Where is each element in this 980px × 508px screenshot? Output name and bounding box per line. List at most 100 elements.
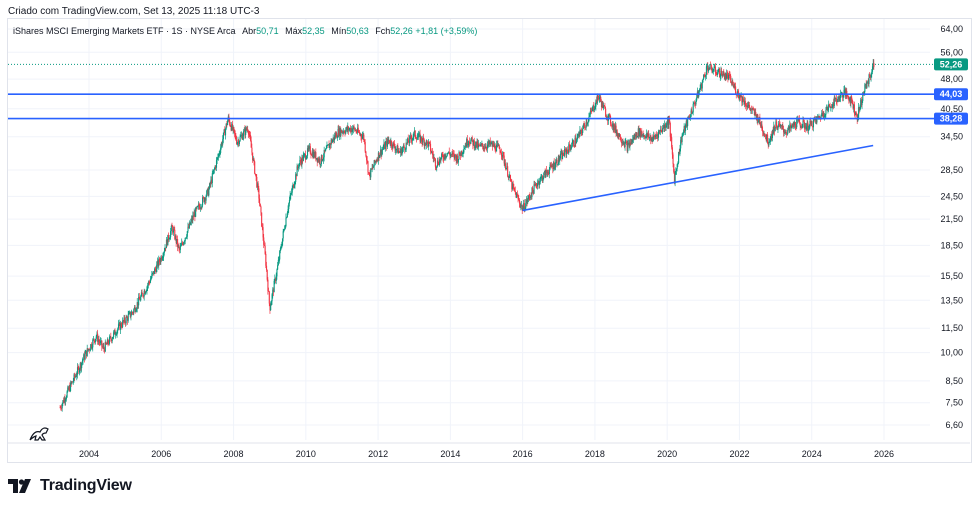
candle-body [465,145,467,147]
candle-body [491,142,493,147]
candle-body [338,127,341,136]
candle-body [464,147,466,150]
candle-body [129,311,131,313]
candle-body [833,97,835,107]
x-tick-label: 2018 [585,449,605,459]
horizontal-line-tag [934,88,968,101]
candle-body [626,143,628,152]
candle-body [158,258,161,262]
candle-body [392,142,394,149]
candle-body [824,115,826,117]
candle-body [807,122,809,131]
candle-body [436,160,439,167]
candle-body [293,184,295,188]
candle-body [138,296,140,300]
candle-body [338,129,340,136]
candle-body [573,140,575,146]
candle-body [620,139,622,142]
candle-body [248,134,250,136]
candle-body [528,195,530,197]
candle-body [160,257,162,263]
candle-body [272,289,274,295]
candle-body [315,152,317,160]
candle-body [163,250,165,253]
candle-body [518,198,520,200]
tradingview-footer[interactable]: TradingView [8,477,132,495]
candle-body [238,141,240,145]
candle-body [712,70,714,72]
candle-body [107,339,109,344]
candle-body [755,114,758,120]
candle-body [411,138,414,141]
candle-body [313,151,315,158]
candle-body [291,192,293,194]
candle-body [604,106,606,109]
candle-body [339,127,341,136]
candle-body [514,187,516,191]
candle-body [337,129,339,138]
candle-body [820,115,822,119]
candle-body [366,160,368,162]
candle-body [837,96,840,100]
candle-body [89,349,91,351]
candle-body [486,147,488,149]
candle-body [460,150,462,156]
candle-body [670,136,672,138]
candle-body [519,203,521,207]
candle-body [224,129,226,136]
candle-body [443,158,445,160]
candle-body [799,122,801,127]
candle-body [716,72,719,76]
candle-body [116,330,118,335]
candle-body [85,350,88,357]
candle-body [236,139,238,144]
candle-body [399,151,401,153]
candle-body [97,339,99,342]
trend-line[interactable] [522,144,874,212]
candle-body [402,145,404,149]
candle-body [709,64,711,70]
candle-body [500,152,502,156]
candle-body [649,136,651,138]
candle-body [539,177,541,182]
candle-body [666,119,669,125]
candle-body [104,349,106,352]
candle-body [674,174,676,184]
candle-body [710,65,712,69]
candle-body [308,146,310,150]
candle-body [172,229,174,233]
candle-body [143,291,145,297]
candle-body [266,269,268,280]
candle-body [662,125,664,129]
candle-body [546,171,548,173]
x-tick-label: 2006 [151,449,171,459]
candle-body [350,128,352,132]
candle-body [565,149,567,155]
candle-body [227,120,229,126]
candle-body [388,140,391,143]
candle-body [616,132,619,137]
candle-body [679,148,681,155]
candle-body [70,382,72,384]
candle-body [288,199,291,204]
candle-body [81,361,83,363]
candle-body [827,107,829,110]
candle-body [412,136,414,139]
candle-body [255,174,257,177]
candle-body [504,163,506,165]
candle-body [776,126,778,130]
y-tick-label: 13,50 [940,295,963,305]
candle-body [527,199,529,203]
candle-body [678,151,680,163]
candle-body [737,90,739,96]
candle-body [191,218,193,221]
candle-body [203,197,205,202]
candle-body [656,134,658,136]
candle-body [800,126,802,128]
candle-body [510,180,512,182]
x-tick-label: 2014 [440,449,460,459]
candle-body [430,151,432,153]
candle-body [583,124,585,126]
candle-body [90,344,92,348]
